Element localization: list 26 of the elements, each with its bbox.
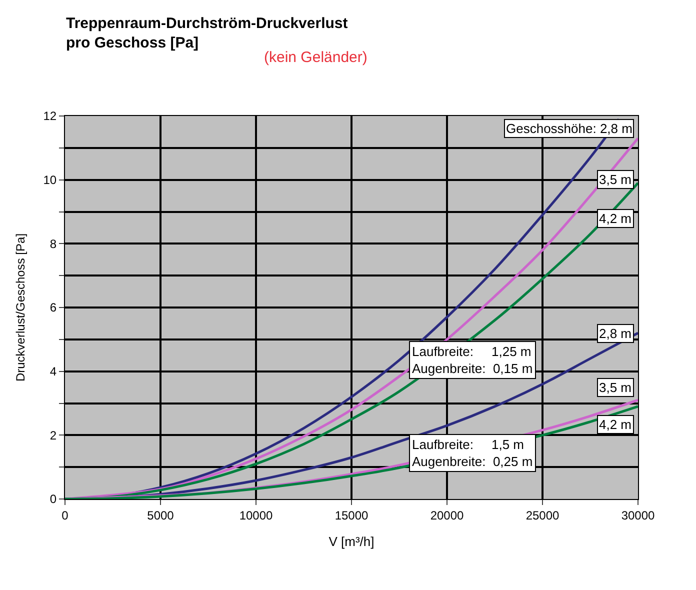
y-tick-label: 0	[50, 492, 57, 506]
y-tick-label: 6	[50, 300, 57, 315]
series-label: 4,2 m	[599, 417, 632, 432]
series-label: Geschosshöhe: 2,8 m	[506, 121, 632, 136]
x-tick-label: 25000	[526, 508, 560, 522]
x-tick-label: 20000	[430, 508, 464, 522]
y-tick-label: 10	[43, 173, 57, 188]
x-tick-label: 10000	[239, 508, 274, 522]
series-label: 2,8 m	[599, 326, 632, 341]
series-label: 3,5 m	[599, 172, 632, 187]
x-tick-label: 5000	[147, 508, 174, 522]
annotation: Laufbreite: 1,25 m Augenbreite: 0,15 m	[412, 344, 533, 376]
y-axis-title: Druckverlust/Geschoss [Pa]	[14, 233, 28, 382]
y-tick-label: 12	[43, 109, 57, 124]
y-tick-label: 4	[50, 364, 57, 379]
chart-title: Treppenraum-Durchström-Druckverlust pro Geschoss [Pa]	[66, 15, 348, 52]
y-tick-label: 8	[50, 236, 57, 251]
x-tick-label: 30000	[621, 508, 656, 522]
x-tick-label: 0	[62, 508, 69, 522]
series-label: 3,5 m	[599, 380, 632, 395]
y-tick-label: 2	[50, 428, 57, 442]
x-tick-label: 15000	[334, 508, 369, 522]
annotation: Laufbreite: 1,5 m Augenbreite: 0,25 m	[412, 437, 533, 469]
series-label: 4,2 m	[599, 211, 632, 226]
chart-subtitle: (kein Geländer)	[264, 49, 368, 66]
x-axis-title: V [m³/h]	[328, 534, 374, 549]
